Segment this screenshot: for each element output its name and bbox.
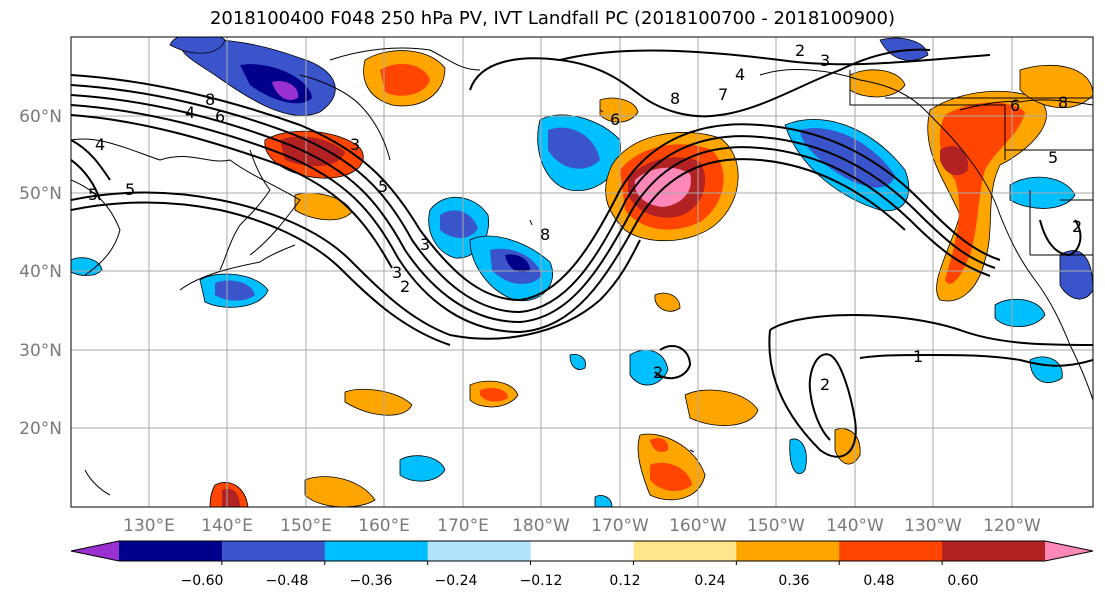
contour-label: 4 [95, 135, 105, 154]
colorbar-tick-label: 0.36 [778, 573, 809, 589]
colorbar-tick-label: 0.60 [947, 573, 978, 589]
colorbar-segment [119, 541, 223, 561]
lon-label: 130°W [904, 516, 962, 536]
colorbar [70, 540, 1094, 565]
colorbar-ticks: −0.60 −0.48 −0.36 −0.24 −0.12 0.12 0.24 … [181, 573, 979, 589]
contour-label: 8 [205, 90, 215, 109]
contour-label: 3 [820, 51, 830, 70]
contour-label: 6 [1010, 96, 1020, 115]
coastlines [71, 47, 1093, 496]
colorbar-extend-low [71, 541, 119, 561]
contour-label: 3 [350, 135, 360, 154]
lon-label: 180°W [512, 516, 570, 536]
ivt-contours [71, 48, 1093, 458]
lon-label: 160°E [358, 516, 410, 536]
contour-label: 2 [653, 363, 663, 382]
colorbar-segment [427, 541, 532, 561]
map-gridlines [71, 37, 1093, 507]
lon-label: 160°W [669, 516, 727, 536]
contour-label: 6 [215, 107, 225, 126]
contour-label: 8 [1058, 93, 1068, 112]
map-title: 2018100400 F048 250 hPa PV, IVT Landfall… [209, 8, 896, 29]
contour-label: 8 [540, 225, 550, 244]
colorbar-tick-label: −0.36 [350, 573, 393, 589]
colorbar-segment [942, 541, 1046, 561]
contour-label: 3 [392, 263, 402, 282]
lat-label: 50°N [19, 184, 62, 204]
colorbar-segment [736, 541, 840, 561]
lat-label: 40°N [19, 262, 62, 282]
lon-label: 130°E [123, 516, 175, 536]
colorbar-tick-label: −0.12 [520, 573, 563, 589]
colorbar-tick-label: −0.24 [435, 573, 478, 589]
contour-label: 8 [670, 89, 680, 108]
colorbar-tick-label: 0.24 [694, 573, 725, 589]
contour-label: 5 [125, 180, 135, 199]
lon-label: 140°W [826, 516, 884, 536]
colorbar-segment [633, 541, 737, 561]
contour-labels: 2 3 4 5 6 7 8 8 5 4 3 2 8 6 8 5 1 2 2 3 … [88, 41, 1082, 394]
colorbar-tick-label: −0.60 [181, 573, 224, 589]
contour-label: 5 [378, 177, 388, 196]
lon-label: 140°E [201, 516, 253, 536]
lon-label: 120°W [983, 516, 1041, 536]
contour-label: 2 [400, 277, 410, 296]
colorbar-segment [221, 541, 326, 561]
lon-label: 150°E [280, 516, 332, 536]
colorbar-segment [324, 541, 429, 561]
colorbar-tick-label: 0.48 [863, 573, 894, 589]
contour-label: 3 [420, 235, 430, 254]
colorbar-tick-label: −0.48 [266, 573, 309, 589]
lon-label: 170°W [591, 516, 649, 536]
contour-label: 5 [88, 185, 98, 204]
colorbar-tick-label: 0.12 [609, 573, 640, 589]
lon-label: 150°W [747, 516, 805, 536]
lat-label: 60°N [19, 107, 62, 127]
lat-label: 30°N [19, 341, 62, 361]
contour-label: 2 [795, 41, 805, 60]
colorbar-segment [839, 541, 943, 561]
colorbar-extend-high [1045, 541, 1093, 561]
contour-label: 5 [1048, 148, 1058, 167]
contour-label: 4 [735, 65, 745, 84]
lat-label: 20°N [19, 419, 62, 439]
contour-label: 4 [185, 103, 195, 122]
contour-label: 2 [1072, 217, 1082, 236]
contour-label: 1 [913, 347, 923, 366]
map-frame [70, 36, 1094, 508]
lon-axis-labels: 130°E 140°E 150°E 160°E 170°E 180°W 170°… [123, 516, 1041, 536]
lon-label: 170°E [437, 516, 489, 536]
contour-label: 2 [820, 375, 830, 394]
lat-axis-labels: 60°N 50°N 40°N 30°N 20°N [19, 107, 62, 439]
map-background [71, 37, 1093, 507]
colorbar-segment [530, 541, 634, 561]
colorbar-outline [70, 540, 1094, 562]
contour-label: 7 [718, 85, 728, 104]
contour-label: 6 [610, 110, 620, 129]
